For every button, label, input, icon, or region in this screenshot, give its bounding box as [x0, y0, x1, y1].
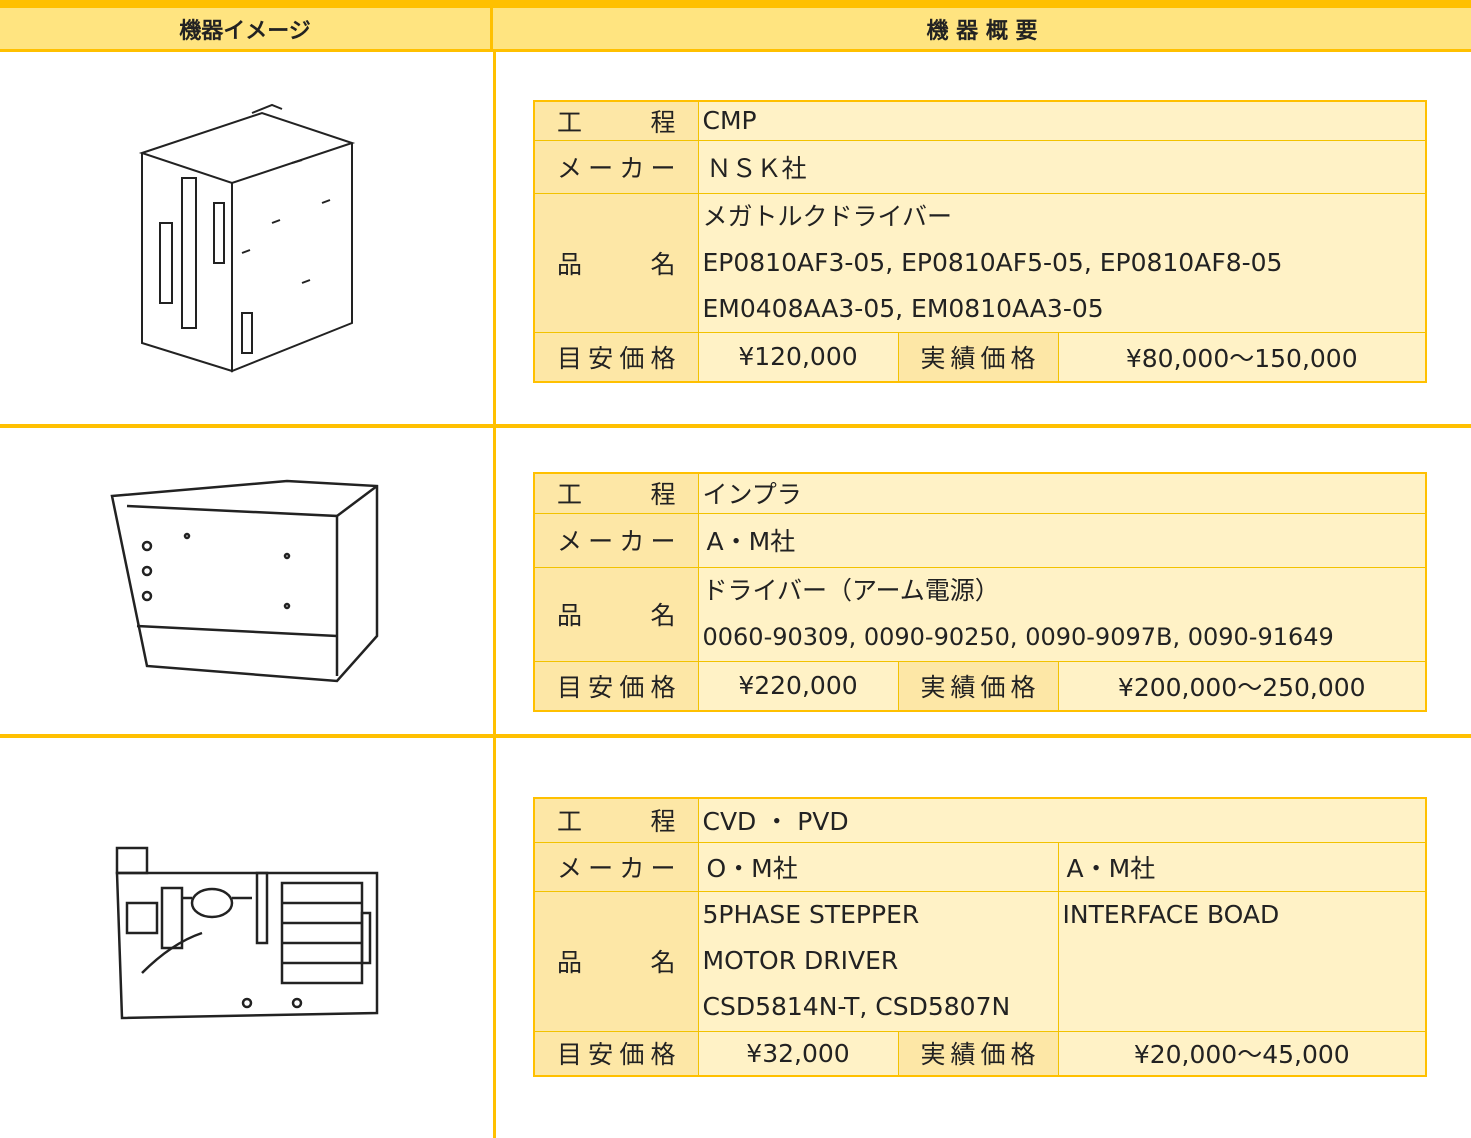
- label: 目安価格: [533, 331, 699, 383]
- process: CVD ・ PVD: [697, 797, 1427, 843]
- column-divider: [493, 738, 496, 1138]
- label: メーカー: [533, 139, 699, 194]
- label: 工 程: [533, 797, 699, 843]
- label: 目安価格: [533, 660, 699, 712]
- spec-row: 目安価格 ¥220,000 実績価格 ¥200,000～250,000: [533, 660, 1427, 712]
- spec-row: 品 名 5PHASE STEPPER MOTOR DRIVER CSD5814N-T,…: [533, 890, 1427, 1032]
- product-name: 0060-90309, 0090-90250, 0090-9097B, 0090…: [702, 622, 1334, 651]
- equipment-image: [0, 52, 493, 424]
- product-name: CSD5814N-T, CSD5807N: [702, 991, 1011, 1021]
- spec-table: 工 程 CMP メーカー ＮＳＫ社品 名メガトルクドライバー EP0810AF3-05,…: [533, 100, 1427, 383]
- column-divider: [493, 52, 496, 424]
- product-name: EP0810AF3-05, EP0810AF5-05, EP0810AF8-05: [702, 247, 1283, 277]
- price: ¥220,000: [697, 660, 899, 712]
- product-names: メガトルクドライバー EP0810AF3-05, EP0810AF5-05, EP…: [697, 192, 1427, 333]
- product-names: INTERFACE BOAD: [1057, 890, 1427, 1032]
- actual-price: ¥20,000～45,000: [1057, 1030, 1427, 1077]
- spec-row: 工 程インプラ: [533, 472, 1427, 514]
- product-name: メガトルクドライバー: [702, 201, 953, 231]
- spec-table: 工 程インプラ メーカー A・M社品 名ドライバー（アーム電源） 0060-90309…: [533, 472, 1428, 712]
- item-row: 工 程インプラ メーカー A・M社品 名ドライバー（アーム電源） 0060-90309…: [0, 428, 1471, 738]
- spec-row: 品 名メガトルクドライバー EP0810AF3-05, EP0810AF5-05,…: [533, 192, 1427, 333]
- maker: A・M社: [1057, 841, 1427, 892]
- actual-price: ¥200,000～250,000: [1057, 660, 1427, 712]
- spec-row: メーカー ＮＳＫ社: [533, 139, 1427, 194]
- spec-row: 工 程 CVD ・ PVD: [533, 797, 1427, 843]
- spec-row: 目安価格 ¥32,000 実績価格 ¥20,000～45,000: [533, 1030, 1427, 1077]
- process: CMP: [697, 100, 1427, 141]
- maker: A・M社: [697, 512, 1427, 568]
- spec-table: 工 程 CVD ・ PVD メーカー O・M社 A・M社品 名 5PHASE STEPPE…: [533, 797, 1428, 1077]
- price: ¥120,000: [697, 331, 899, 383]
- product-names: ドライバー（アーム電源） 0060-90309, 0090-90250, 0090…: [697, 566, 1427, 662]
- header-image: 機器イメージ: [0, 8, 493, 52]
- item-row: 工 程 CVD ・ PVD メーカー O・M社 A・M社品 名 5PHASE STEPPE…: [0, 738, 1471, 1138]
- label: 目安価格: [533, 1030, 699, 1077]
- label: メーカー: [533, 512, 699, 568]
- product-name: 5PHASE STEPPER: [702, 899, 920, 929]
- spec-row: メーカー O・M社 A・M社: [533, 841, 1427, 892]
- label: 品 名: [533, 890, 699, 1032]
- label: メーカー: [533, 841, 699, 892]
- product-names: 5PHASE STEPPER MOTOR DRIVER CSD5814N-T, CS…: [697, 890, 1059, 1032]
- label: 実績価格: [897, 660, 1059, 712]
- product-name: EM0408AA3-05, EM0810AA3-05: [702, 293, 1104, 323]
- label: 品 名: [533, 566, 699, 662]
- maker: O・M社: [697, 841, 1059, 892]
- item-row: 工 程 CMP メーカー ＮＳＫ社品 名メガトルクドライバー EP0810AF3-05,…: [0, 52, 1471, 428]
- spec-row: 工 程 CMP: [533, 100, 1427, 141]
- equipment-image: [0, 428, 493, 734]
- spec-row: 品 名ドライバー（アーム電源） 0060-90309, 0090-90250, 0…: [533, 566, 1427, 662]
- column-divider: [493, 428, 496, 734]
- spec-row: 目安価格 ¥120,000 実績価格 ¥80,000～150,000: [533, 331, 1427, 383]
- maker: ＮＳＫ社: [697, 139, 1427, 194]
- equipment-drawing: [115, 846, 378, 1020]
- product-name: MOTOR DRIVER: [702, 945, 899, 975]
- label: 工 程: [533, 100, 699, 141]
- product-name: ドライバー（アーム電源）: [702, 575, 1000, 605]
- process: インプラ: [697, 472, 1427, 514]
- label: 工 程: [533, 472, 699, 514]
- actual-price: ¥80,000～150,000: [1057, 331, 1427, 383]
- equipment-drawing: [138, 103, 355, 373]
- label: 実績価格: [897, 1030, 1059, 1077]
- equipment-drawing: [109, 479, 378, 683]
- header-overview: 機 器 概 要: [493, 8, 1471, 52]
- spec-row: メーカー A・M社: [533, 512, 1427, 568]
- label: 品 名: [533, 192, 699, 333]
- price: ¥32,000: [697, 1030, 899, 1077]
- product-name: INTERFACE BOAD: [1062, 899, 1280, 929]
- label: 実績価格: [897, 331, 1059, 383]
- equipment-image: [0, 738, 493, 1138]
